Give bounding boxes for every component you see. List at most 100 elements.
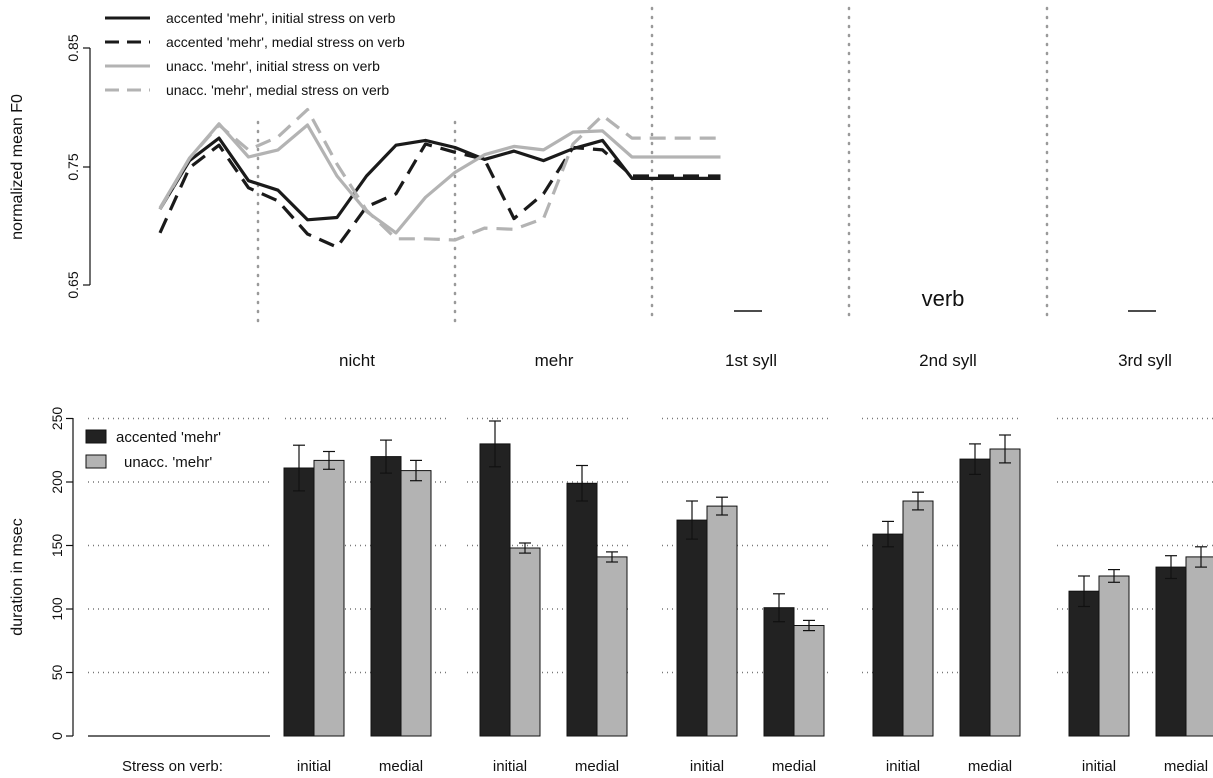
duration-y-tick-label: 200 (49, 470, 65, 494)
duration-bar (706, 505, 738, 737)
duration-legend-swatch (85, 429, 107, 444)
duration-error-bar (969, 443, 981, 475)
f0-y-tick-1: 0.65 (65, 271, 90, 299)
condition-label: initial (493, 758, 527, 775)
duration-bar (872, 533, 904, 737)
duration-chart: 0 50 100 150 200 250 duration in msec accente… (9, 407, 1213, 775)
duration-bar (479, 443, 511, 737)
duration-error-bar (323, 450, 335, 470)
duration-error-bar (576, 464, 588, 502)
f0-region-dividers (256, 6, 1049, 324)
duration-error-bar (1165, 555, 1177, 580)
f0-series-line-4 (158, 108, 721, 242)
duration-legend: accented 'mehr' unacc. 'mehr' (85, 429, 221, 471)
f0-series-line-2 (158, 142, 721, 249)
duration-y-ticks: 0 50 100 150 200 250 (49, 407, 73, 740)
condition-label: medial (968, 758, 1012, 775)
duration-y-axis-label: duration in msec (9, 518, 26, 635)
duration-error-bar (999, 434, 1011, 464)
duration-bar (509, 547, 541, 737)
duration-bar (1155, 566, 1187, 737)
duration-bar (1185, 556, 1213, 737)
duration-bar (763, 607, 795, 737)
f0-y-axis-label: normalized mean F0 (9, 94, 26, 240)
f0-y-tick-label: 0.75 (65, 153, 81, 180)
f0-y-tick-3: 0.85 (65, 34, 90, 62)
duration-bars (283, 420, 1213, 737)
condition-label: medial (575, 758, 619, 775)
condition-label: initial (886, 758, 920, 775)
condition-labels: initial medial initial medial initial medial i… (297, 758, 1208, 775)
duration-error-bar (716, 496, 728, 516)
f0-y-axis: 0.65 0.75 0.85 normalized mean F0 (9, 34, 91, 299)
f0-legend-item-3: unacc. 'mehr', initial stress on verb (105, 58, 380, 74)
verb-label: verb (922, 286, 965, 311)
duration-error-bar (519, 542, 531, 554)
duration-bar (1098, 575, 1130, 737)
duration-bar (313, 459, 345, 737)
duration-bar (902, 500, 934, 737)
f0-legend-label: unacc. 'mehr', initial stress on verb (166, 58, 380, 74)
region-label-1st-syll: 1st syll (725, 351, 777, 370)
duration-legend-item-unaccented: unacc. 'mehr' (85, 454, 212, 471)
duration-y-tick-label: 250 (49, 407, 65, 431)
f0-y-tick-2: 0.75 (65, 153, 90, 181)
duration-bar (596, 556, 628, 737)
f0-lines (158, 108, 721, 249)
f0-series-line-3 (158, 122, 721, 235)
duration-bar (989, 448, 1021, 737)
stress-on-verb-label: Stress on verb: (122, 758, 223, 775)
duration-bar (400, 470, 432, 737)
duration-error-bar (686, 500, 698, 540)
duration-bar (959, 458, 991, 737)
f0-legend-item-4: unacc. 'mehr', medial stress on verb (105, 82, 389, 98)
f0-y-tick-label: 0.65 (65, 271, 81, 298)
duration-error-bar (410, 459, 422, 482)
duration-legend-label: accented 'mehr' (116, 429, 221, 446)
duration-bar (1068, 590, 1100, 737)
duration-bar (793, 625, 825, 737)
duration-bar (370, 456, 402, 737)
region-label-2nd-syll: 2nd syll (919, 351, 977, 370)
f0-legend-label: accented 'mehr', medial stress on verb (166, 34, 405, 50)
condition-label: medial (379, 758, 423, 775)
duration-bar (676, 519, 708, 737)
duration-y-axis: 0 50 100 150 200 250 duration in msec (9, 407, 74, 740)
f0-chart: 0.65 0.75 0.85 normalized mean F0 verb (9, 6, 1172, 370)
duration-error-bar (380, 439, 392, 474)
duration-y-tick-label: 100 (49, 597, 65, 621)
f0-region-labels: nicht mehr 1st syll 2nd syll 3rd syll (339, 351, 1172, 370)
f0-series-line-1 (158, 136, 721, 222)
duration-legend-item-accented: accented 'mehr' (85, 429, 221, 446)
duration-legend-label: unacc. 'mehr' (124, 454, 212, 471)
region-label-mehr: mehr (535, 351, 574, 370)
duration-bar (283, 467, 315, 737)
duration-y-tick-label: 50 (49, 665, 65, 681)
condition-label: initial (690, 758, 724, 775)
duration-error-bar (606, 551, 618, 563)
f0-legend-label: unacc. 'mehr', medial stress on verb (166, 82, 389, 98)
f0-y-tick-label: 0.85 (65, 34, 81, 61)
duration-error-bar (803, 619, 815, 632)
duration-error-bar (1108, 568, 1120, 583)
duration-y-tick-label: 0 (49, 732, 65, 740)
duration-error-bar (882, 520, 894, 548)
duration-bar (566, 482, 598, 737)
duration-error-bar (1078, 575, 1090, 608)
duration-legend-swatch (85, 454, 107, 469)
region-label-nicht: nicht (339, 351, 375, 370)
f0-legend: accented 'mehr', initial stress on verb … (105, 10, 405, 98)
condition-label: medial (772, 758, 816, 775)
f0-legend-item-1: accented 'mehr', initial stress on verb (105, 10, 396, 26)
region-label-3rd-syll: 3rd syll (1118, 351, 1172, 370)
duration-error-bar (773, 593, 785, 623)
duration-error-bar (912, 491, 924, 511)
duration-y-tick-label: 150 (49, 534, 65, 558)
duration-error-bar (1195, 546, 1207, 568)
duration-error-bar (489, 420, 501, 468)
f0-stress-markers: verb (734, 286, 1156, 312)
duration-gridlines (88, 417, 1213, 674)
duration-error-bar (293, 444, 305, 492)
f0-legend-item-2: accented 'mehr', medial stress on verb (105, 34, 405, 50)
